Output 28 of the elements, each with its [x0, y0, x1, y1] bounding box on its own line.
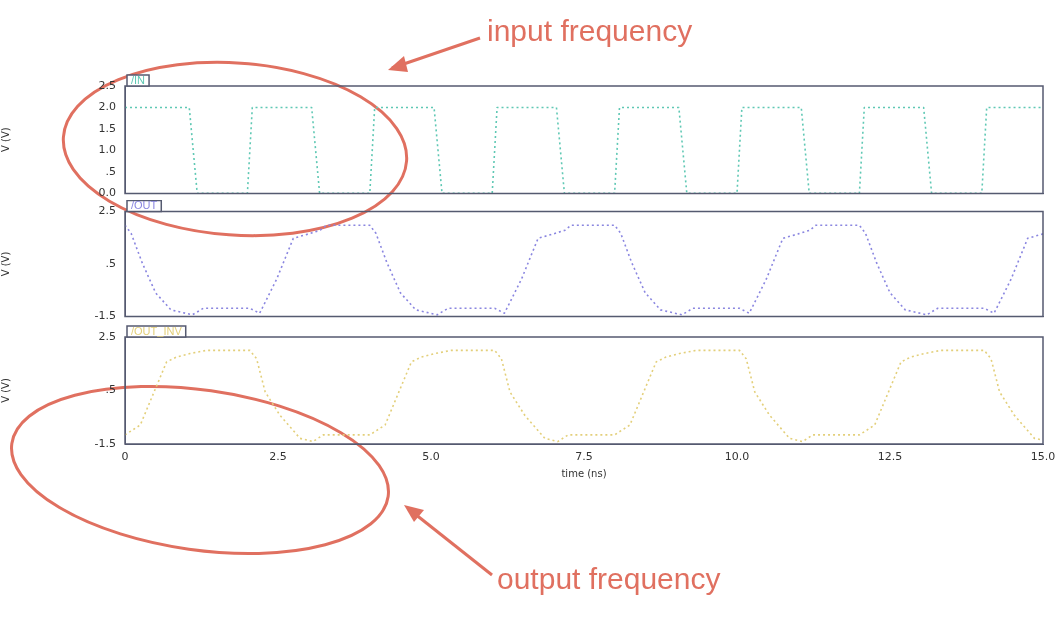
x-tick-label: 5.0: [422, 450, 440, 464]
y-tick-label: 2.5: [98, 329, 116, 343]
x-tick-label: 10.0: [724, 450, 750, 464]
line-series: [125, 224, 1043, 316]
x-axis-title: time (ns): [561, 467, 607, 479]
y-tick-label: -1.5: [94, 436, 116, 450]
x-tick-label: 2.5: [269, 450, 287, 464]
series-label: /OUT_INV: [131, 324, 183, 337]
text: output frequency: [497, 562, 721, 596]
x-tick-label: 12.5: [877, 450, 903, 464]
y-tick-label: .5: [105, 256, 116, 270]
y-tick-label: .5: [105, 383, 116, 397]
series-label: /OUT: [131, 199, 158, 212]
y-tick-label: 1.5: [98, 121, 116, 135]
y-tick-label: 2.5: [98, 204, 116, 218]
x-tick-label: 7.5: [575, 450, 593, 464]
y-tick-label: 1.0: [98, 143, 116, 157]
y-axis-title: V (V): [0, 127, 11, 153]
y-axis-title: V (V): [0, 251, 11, 277]
x-tick-label: 15.0: [1030, 450, 1056, 464]
y-tick-label: 2.0: [98, 100, 116, 114]
x-tick-label: 0: [121, 450, 129, 464]
y-tick-label: 0.0: [98, 186, 116, 200]
y-axis-title: V (V): [0, 378, 11, 403]
series-label: /IN: [131, 73, 146, 86]
text: input frequency: [487, 14, 693, 48]
y-tick-label: .5: [105, 164, 116, 178]
y-tick-label: -1.5: [94, 309, 116, 323]
